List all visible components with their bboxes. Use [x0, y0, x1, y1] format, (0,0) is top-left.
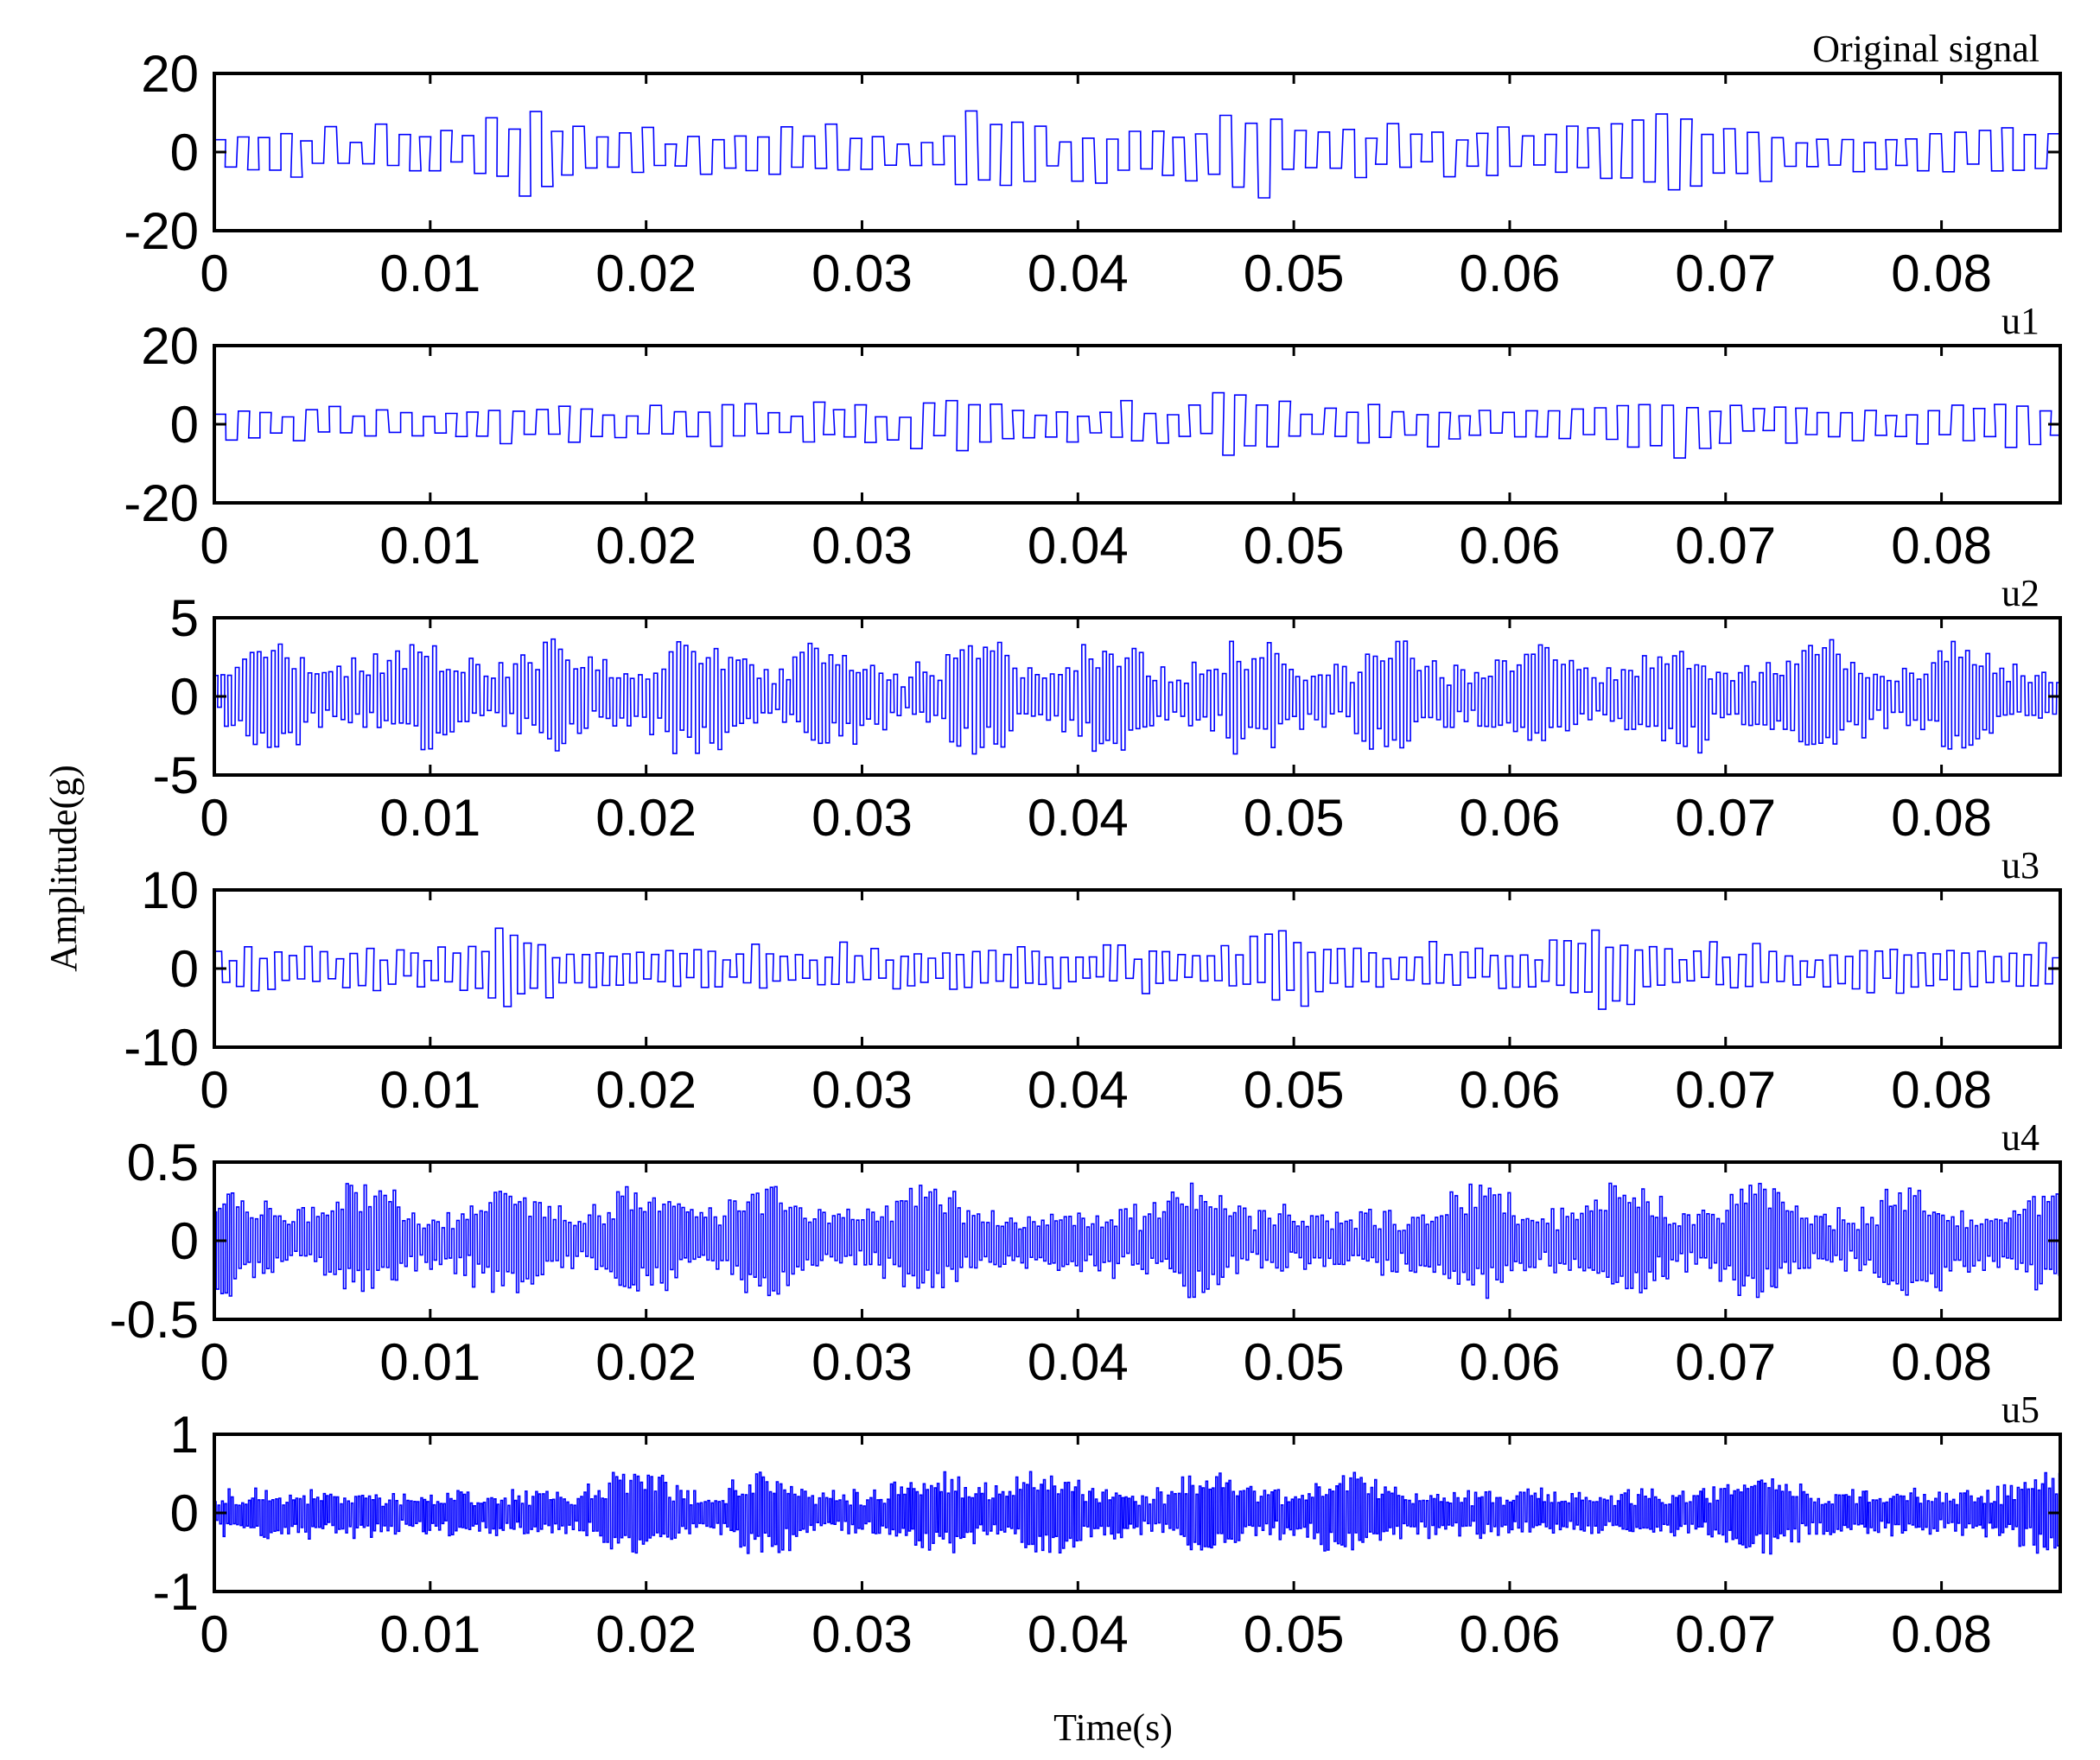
y-tick-label: -20 [124, 202, 199, 260]
plot-frame [213, 344, 2062, 505]
x-tick-label: 0 [200, 517, 228, 575]
panel-6: 0 0.01 0.02 0.03 0.04 0.05 0.06 0.07 0.08-101 u5 [153, 1388, 2062, 1663]
x-tick-label: 0 [200, 789, 228, 847]
y-tick-label: 0 [170, 396, 199, 454]
x-tick-label: 0.07 [1675, 1333, 1776, 1391]
y-tick-label: 0.5 [127, 1134, 199, 1191]
x-tick-label: 0.02 [595, 789, 697, 847]
x-tick-label: 0 [200, 1061, 228, 1119]
x-tick-label: 0.08 [1891, 1333, 1992, 1391]
x-tick-label: 0 [200, 1605, 228, 1663]
x-tick-label: 0.07 [1675, 789, 1776, 847]
x-tick-label: 0.04 [1028, 1605, 1129, 1663]
y-tick-label: 5 [170, 589, 199, 647]
y-tick-label: 0 [170, 940, 199, 998]
y-tick-label: 10 [141, 861, 199, 919]
x-tick-label: 0.05 [1244, 789, 1345, 847]
signal-trace [213, 110, 2060, 199]
signal-trace [213, 638, 2061, 755]
x-tick-label: 0.06 [1460, 1333, 1561, 1391]
x-tick-label: 0.02 [595, 1061, 697, 1119]
signal-trace [213, 927, 2061, 1010]
y-tick-label: -20 [124, 474, 199, 532]
y-tick-label: -5 [153, 747, 199, 804]
x-tick-label: 0.03 [811, 1061, 913, 1119]
x-tick-label: 0.03 [811, 245, 913, 302]
x-tick-label: 0.06 [1460, 517, 1561, 575]
x-tick-label: 0.06 [1460, 1061, 1561, 1119]
x-tick-label: 0.05 [1244, 1333, 1345, 1391]
x-tick-label: 0.06 [1460, 789, 1561, 847]
x-tick-label: 0.02 [595, 1605, 697, 1663]
y-tick-label: -10 [124, 1019, 199, 1077]
x-tick-label: 0.05 [1244, 517, 1345, 575]
y-tick-label: 0 [170, 1212, 199, 1270]
x-tick-label: 0 [200, 245, 228, 302]
x-tick-label: 0.01 [379, 1333, 480, 1391]
y-tick-label: 20 [141, 45, 199, 103]
signal-trace [213, 1182, 2060, 1299]
panel-title: u3 [2001, 844, 2040, 886]
x-tick-label: 0.07 [1675, 1605, 1776, 1663]
x-tick-label: 0.06 [1460, 1605, 1561, 1663]
panel-title: u2 [2001, 572, 2040, 614]
x-tick-label: 0.02 [595, 245, 697, 302]
x-tick-label: 0.08 [1891, 245, 1992, 302]
y-axis-label: Amplitude(g) [42, 765, 85, 972]
x-tick-label: 0.07 [1675, 517, 1776, 575]
x-tick-label: 0.05 [1244, 1061, 1345, 1119]
x-tick-label: 0.07 [1675, 1061, 1776, 1119]
x-tick-label: 0.05 [1244, 245, 1345, 302]
x-axis-label: Time(s) [1053, 1706, 1173, 1749]
x-tick-label: 0.04 [1028, 1061, 1129, 1119]
x-tick-label: 0.01 [379, 1061, 480, 1119]
x-tick-label: 0.04 [1028, 1333, 1129, 1391]
plot-frame [213, 888, 2062, 1049]
panel-title: Original signal [1812, 28, 2040, 70]
x-tick-label: 0.06 [1460, 245, 1561, 302]
x-tick-label: 0.05 [1244, 1605, 1345, 1663]
x-tick-label: 0.01 [379, 245, 480, 302]
panel-title: u5 [2001, 1388, 2040, 1431]
y-tick-label: 20 [141, 317, 199, 375]
signal-trace [213, 1471, 2060, 1555]
x-tick-label: 0.01 [379, 789, 480, 847]
y-tick-label: 0 [170, 668, 199, 726]
y-tick-label: 1 [170, 1406, 199, 1464]
x-tick-label: 0.02 [595, 1333, 697, 1391]
x-tick-label: 0.04 [1028, 789, 1129, 847]
x-tick-label: 0.02 [595, 517, 697, 575]
y-tick-label: -0.5 [110, 1291, 199, 1349]
signal-trace [213, 391, 2060, 459]
x-tick-label: 0.04 [1028, 517, 1129, 575]
panel-title: u1 [2001, 300, 2040, 342]
y-tick-label: -1 [153, 1563, 199, 1621]
x-tick-label: 0.03 [811, 1605, 913, 1663]
x-tick-label: 0 [200, 1333, 228, 1391]
x-tick-label: 0.07 [1675, 245, 1776, 302]
panel-3: 0 0.01 0.02 0.03 0.04 0.05 0.06 0.07 0.08-505 u2 [153, 572, 2062, 847]
x-tick-label: 0.08 [1891, 517, 1992, 575]
y-tick-label: 0 [170, 124, 199, 181]
x-tick-label: 0.08 [1891, 789, 1992, 847]
panel-5: 0 0.01 0.02 0.03 0.04 0.05 0.06 0.07 0.08-0.500.… [110, 1116, 2062, 1391]
x-tick-label: 0.08 [1891, 1061, 1992, 1119]
x-tick-label: 0.01 [379, 517, 480, 575]
x-tick-label: 0.03 [811, 1333, 913, 1391]
x-tick-label: 0.04 [1028, 245, 1129, 302]
y-tick-label: 0 [170, 1484, 199, 1542]
panel-title: u4 [2001, 1116, 2040, 1159]
x-tick-label: 0.08 [1891, 1605, 1992, 1663]
x-tick-label: 0.03 [811, 517, 913, 575]
x-tick-label: 0.01 [379, 1605, 480, 1663]
x-tick-label: 0.03 [811, 789, 913, 847]
